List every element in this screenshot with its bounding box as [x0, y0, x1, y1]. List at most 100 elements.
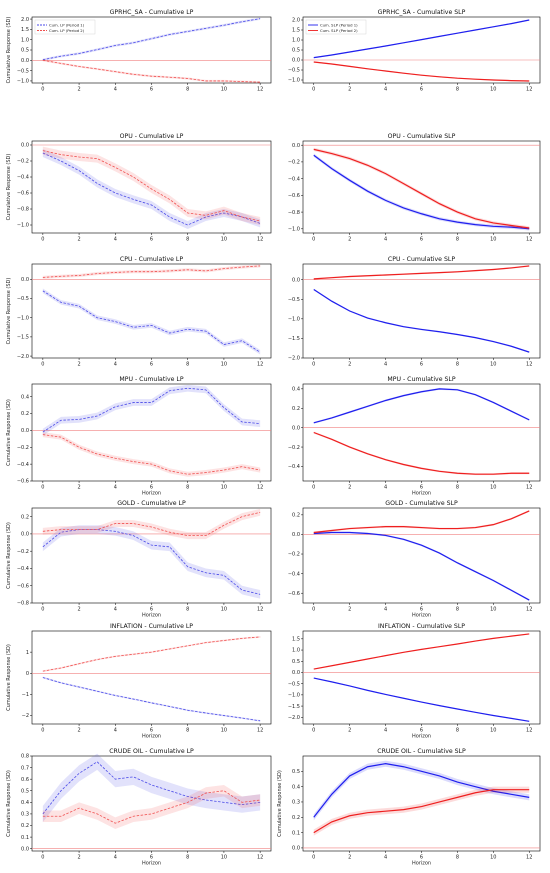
x-tick-label: 2 — [77, 362, 80, 368]
y-tick-label: 0.4 — [21, 800, 29, 806]
series-line-1 — [42, 761, 261, 815]
y-axis-label: Cumulative Response (SD) — [6, 644, 12, 711]
chart-panel-1: −1.0 −0.5 0.0 0.5 1.0 1.5 2.0 0 2 4 6 8 10 12 GPRHC_SA… — [6, 9, 272, 93]
chart-panel-8: −0.4 −0.2 0.0 0.2 0.4 0 2 4 6 8 10 12 MPU - Cumulati… — [288, 376, 541, 497]
x-tick-label: 4 — [384, 485, 387, 491]
x-tick-label: 8 — [186, 485, 189, 491]
y-axis-label: Cumulative Response (SD) — [6, 278, 12, 345]
y-axis-label: Cumulative Response (SD) — [6, 399, 12, 466]
y-tick-label: −0.4 — [17, 566, 29, 572]
series-line-2 — [42, 434, 261, 475]
x-tick-label: 6 — [150, 607, 153, 613]
chart-title: OPU - Cumulative SLP — [388, 133, 456, 140]
y-tick-label: −0.6 — [17, 191, 29, 197]
confidence-band-2 — [42, 146, 261, 225]
chart-panel-14: 0.0 0.1 0.2 0.3 0.4 0.5 0 2 4 6 8 10 12 CRUDE OIL - C… — [277, 748, 541, 867]
x-tick-label: 2 — [77, 87, 80, 93]
series-line-1 — [313, 288, 530, 353]
confidence-band-2 — [313, 147, 530, 230]
x-tick-label: 4 — [114, 87, 117, 93]
x-tick-label: 2 — [77, 855, 80, 861]
confidence-band-2 — [42, 784, 261, 829]
x-tick-label: 10 — [221, 728, 227, 734]
x-tick-label: 8 — [456, 87, 459, 93]
y-tick-label: −0.2 — [288, 445, 300, 451]
y-tick-label: 0.0 — [21, 428, 29, 434]
y-tick-label: 0.0 — [292, 58, 300, 64]
y-tick-label: −0.8 — [17, 601, 29, 607]
series-line-1 — [313, 677, 530, 722]
x-tick-label: 10 — [490, 87, 496, 93]
x-axis-label: Horizon — [412, 491, 431, 497]
y-tick-label: 0.7 — [21, 765, 29, 771]
plot-frame — [302, 630, 541, 725]
chart-title: MPU - Cumulative LP — [119, 376, 183, 383]
y-tick-label: −1.0 — [17, 79, 29, 85]
x-tick-label: 8 — [186, 855, 189, 861]
y-tick-label: 1.0 — [21, 37, 29, 43]
x-tick-label: 4 — [384, 728, 387, 734]
series-line-2 — [42, 59, 261, 83]
chart-panel-6: −2.0 −1.5 −1.0 −0.5 0.0 0 2 4 6 8 10 12 CPU - Cumula… — [288, 256, 541, 368]
x-tick-label: 2 — [77, 485, 80, 491]
x-tick-label: 10 — [221, 607, 227, 613]
y-tick-label: 0.0 — [292, 532, 300, 538]
y-tick-label: −0.5 — [288, 68, 300, 74]
y-tick-label: 0.0 — [292, 846, 300, 852]
x-tick-label: 10 — [221, 362, 227, 368]
x-tick-label: 10 — [221, 237, 227, 243]
x-tick-label: 2 — [77, 728, 80, 734]
plot-frame — [31, 507, 272, 604]
chart-title: CRUDE OIL - Cumulative SLP — [377, 748, 466, 755]
y-tick-label: 0.2 — [292, 406, 300, 412]
y-tick-label: 0.5 — [21, 788, 29, 794]
legend-box — [305, 19, 367, 35]
confidence-band-2 — [42, 508, 261, 540]
y-tick-label: 0.3 — [292, 800, 300, 806]
chart-title: GOLD - Cumulative SLP — [385, 500, 458, 507]
chart-panel-10: −0.6 −0.4 −0.2 0.0 0.2 0 2 4 6 8 10 12 GOLD - Cumula… — [288, 500, 541, 619]
y-axis-label: Cumulative Response (SD) — [6, 17, 12, 84]
chart-panel-3: −1.0 −0.8 −0.6 −0.4 −0.2 0.0 0 2 4 6 8 10 12 OPU - Cu… — [6, 133, 272, 243]
x-tick-label: 10 — [221, 485, 227, 491]
x-tick-label: 12 — [526, 728, 532, 734]
y-tick-label: 0.6 — [21, 777, 29, 783]
plot-frame — [31, 263, 272, 359]
x-tick-label: 4 — [114, 362, 117, 368]
y-tick-label: −0.4 — [17, 462, 29, 468]
x-tick-label: 4 — [114, 607, 117, 613]
y-tick-label: 0.5 — [292, 769, 300, 775]
x-tick-label: 12 — [526, 485, 532, 491]
x-tick-label: 10 — [490, 607, 496, 613]
x-tick-label: 12 — [526, 362, 532, 368]
y-tick-label: 1.5 — [21, 27, 29, 33]
y-tick-label: 0.2 — [21, 411, 29, 417]
y-tick-label: 0.0 — [292, 277, 300, 283]
x-tick-label: 2 — [348, 728, 351, 734]
x-tick-label: 6 — [420, 237, 423, 243]
x-tick-label: 2 — [348, 87, 351, 93]
x-tick-label: 6 — [420, 728, 423, 734]
legend-box — [34, 19, 96, 35]
y-axis-label: Cumulative Response (SD) — [277, 770, 283, 837]
x-tick-label: 4 — [114, 855, 117, 861]
x-tick-label: 6 — [150, 237, 153, 243]
y-tick-label: 0.0 — [21, 143, 29, 149]
y-tick-label: −1.0 — [17, 315, 29, 321]
series-line-2 — [313, 510, 530, 534]
y-tick-label: 0.5 — [292, 48, 300, 54]
x-tick-label: 8 — [186, 237, 189, 243]
x-tick-label: 0 — [41, 237, 44, 243]
series-line-2 — [42, 150, 261, 222]
y-axis-label: Cumulative Response (SD) — [6, 522, 12, 589]
x-tick-label: 8 — [456, 485, 459, 491]
chart-title: GPRHC_SA - Cumulative SLP — [378, 9, 466, 16]
y-tick-label: 0.4 — [21, 394, 29, 400]
chart-panel-7: −0.6 −0.4 −0.2 0.0 0.2 0.4 0 2 4 6 8 10 12 MPU - Cumu… — [6, 376, 272, 497]
y-tick-label: −0.8 — [17, 207, 29, 213]
y-tick-label: −1.0 — [288, 317, 300, 323]
x-tick-label: 12 — [257, 855, 263, 861]
y-tick-label: 0.2 — [21, 514, 29, 520]
x-axis-label: Horizon — [142, 491, 161, 497]
